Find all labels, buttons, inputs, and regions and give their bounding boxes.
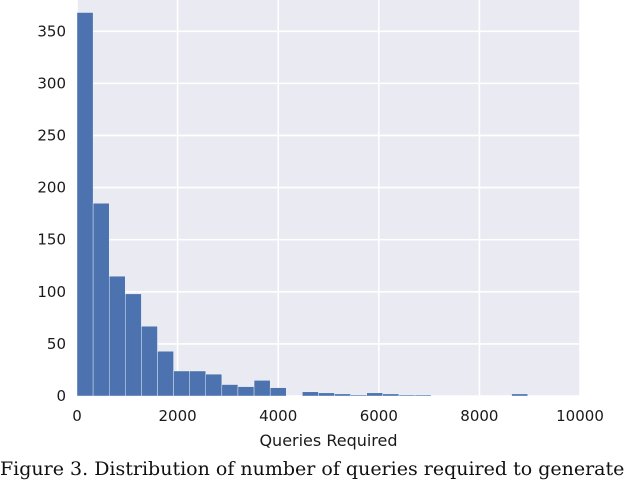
figure-caption: Figure 3. Distribution of number of quer…: [0, 458, 625, 480]
x-tick-label-2: 4000: [259, 407, 297, 425]
histogram-bar-17: [350, 394, 367, 397]
y-tick-label-0: 0: [56, 387, 66, 405]
histogram-bar-20: [398, 394, 416, 397]
y-tick-label-1: 50: [47, 335, 66, 353]
histogram-bar-12: [269, 387, 287, 397]
bars: [76, 12, 528, 397]
histogram-bar-18: [366, 392, 384, 397]
histogram-bar-11: [253, 380, 271, 397]
histogram-bar-21: [414, 394, 432, 397]
x-tick-label-1: 2000: [159, 407, 197, 425]
x-tick-label-5: 10000: [556, 407, 604, 425]
histogram-bar-16: [334, 393, 351, 397]
histogram-bar-6: [173, 370, 190, 397]
grid-lines: [76, 0, 581, 397]
y-tick-label-5: 250: [37, 126, 66, 144]
x-axis-ticks: 0 2000 4000 6000 8000 10000: [72, 407, 604, 425]
histogram-bar-1: [92, 203, 110, 397]
plot-area: [77, 0, 580, 396]
histogram-bar-14: [302, 391, 319, 397]
y-tick-label-7: 350: [37, 22, 66, 40]
histogram-bar-15: [318, 392, 335, 397]
y-tick-label-6: 300: [37, 74, 66, 92]
histogram-bar-3: [125, 293, 142, 397]
y-axis-ticks: 0 50 100 150 200 250 300 350: [37, 22, 66, 405]
histogram-bar-5: [157, 350, 174, 397]
histogram-bar-2: [108, 275, 126, 397]
histogram-bar-0: [76, 12, 94, 397]
histogram-bar-7: [189, 370, 206, 397]
x-axis-label: Queries Required: [259, 431, 397, 450]
x-tick-label-0: 0: [72, 407, 82, 425]
x-tick-label-4: 8000: [460, 407, 498, 425]
histogram-chart: 0 50 100 150 200 250 300 350 0 2000 4000 6000 8000 1…: [37, 0, 604, 450]
histogram-bar-10: [237, 386, 255, 397]
histogram-bar-9: [221, 384, 239, 397]
histogram-bar-8: [205, 373, 223, 397]
y-tick-label-2: 100: [37, 283, 66, 301]
histogram-bar-27: [511, 393, 528, 397]
y-tick-label-4: 200: [37, 179, 66, 197]
histogram-bar-4: [141, 325, 158, 397]
y-tick-label-3: 150: [37, 231, 66, 249]
histogram-bar-19: [382, 393, 400, 397]
x-tick-label-3: 6000: [360, 407, 398, 425]
